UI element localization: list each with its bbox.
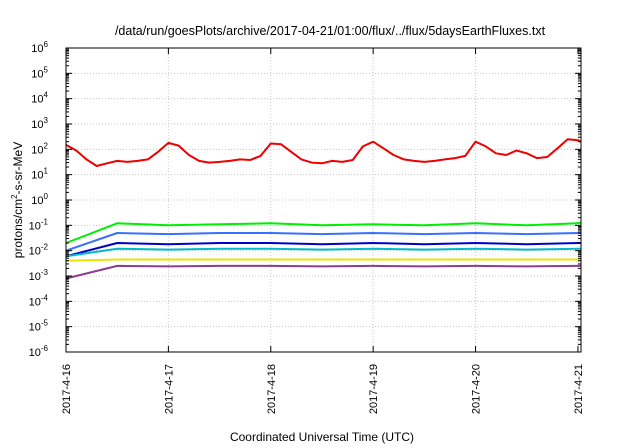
y-tick-base: 10 (29, 296, 41, 308)
y-tick-base: 10 (29, 246, 41, 258)
plot-frame (65, 47, 582, 353)
x-tick-label: 2017-4-16 (61, 364, 73, 414)
y-tick-exponent: -6 (41, 344, 49, 353)
series-line-6 (65, 258, 581, 262)
series-line-7 (65, 264, 581, 280)
y-axis-ticks: 10-610-510-410-310-210-11001011021031041… (29, 40, 581, 359)
chart-title: /data/run/goesPlots/archive/2017-04-21/0… (115, 24, 546, 38)
x-tick-label: 2017-4-18 (266, 364, 278, 414)
y-tick-exponent: -3 (41, 268, 49, 277)
x-tick-label: 2017-4-20 (471, 364, 483, 414)
y-tick-label: 10-4 (29, 293, 49, 308)
y-tick-base: 10 (29, 271, 41, 283)
series-line-3 (65, 232, 581, 252)
y-axis-label-sup: 2 (10, 194, 19, 199)
y-tick-exponent: 0 (44, 192, 49, 201)
series-line-4 (65, 242, 581, 258)
series-line-2 (65, 221, 582, 244)
y-tick-exponent: 3 (44, 116, 49, 125)
y-tick-label: 102 (31, 141, 48, 156)
y-tick-exponent: 4 (44, 91, 49, 100)
y-tick-base: 10 (31, 144, 43, 156)
y-tick-label: 104 (31, 91, 48, 106)
y-tick-label: 106 (31, 40, 48, 55)
y-tick-label: 10-2 (29, 243, 49, 258)
x-axis-ticks: 2017-4-16 2017-4-17 2017-4-18 2017-4-19 2017… (61, 48, 585, 414)
y-tick-label: 101 (31, 167, 48, 182)
y-tick-base: 10 (31, 170, 43, 182)
y-tick-exponent: -1 (41, 217, 49, 226)
y-tick-base: 10 (31, 94, 43, 106)
grid-lines (66, 48, 581, 352)
y-tick-label: 10-6 (29, 344, 49, 359)
y-tick-exponent: -5 (41, 319, 49, 328)
y-tick-label: 100 (31, 192, 48, 207)
x-tick-label: 2017-4-19 (368, 364, 380, 414)
y-tick-label: 10-3 (29, 268, 49, 283)
series-line-5 (65, 247, 581, 258)
y-tick-exponent: 1 (44, 167, 49, 176)
y-tick-base: 10 (31, 195, 43, 207)
y-axis-label-rest: -s-sr-MeV (11, 142, 25, 195)
y-tick-base: 10 (29, 322, 41, 334)
x-axis-label: Coordinated Universal Time (UTC) (230, 430, 414, 444)
y-tick-label: 103 (31, 116, 48, 131)
y-axis-label-base: protons/cm (11, 199, 25, 258)
y-tick-base: 10 (29, 220, 41, 232)
x-tick-label: 2017-4-17 (163, 364, 175, 414)
y-tick-exponent: -4 (41, 293, 49, 302)
y-tick-label: 105 (31, 65, 48, 80)
y-tick-exponent: 2 (44, 141, 49, 150)
y-tick-exponent: -2 (41, 243, 49, 252)
y-tick-exponent: 6 (44, 40, 49, 49)
y-tick-label: 10-5 (29, 319, 49, 334)
y-tick-label: 10-1 (29, 217, 49, 232)
y-tick-base: 10 (31, 68, 43, 80)
data-series (65, 138, 582, 280)
y-axis-label: protons/cm2-s-sr-MeV (10, 142, 25, 258)
y-tick-base: 10 (31, 43, 43, 55)
x-tick-label: 2017-4-21 (573, 364, 585, 414)
series-line-1 (65, 138, 582, 167)
y-tick-base: 10 (29, 347, 41, 359)
y-tick-exponent: 5 (44, 65, 49, 74)
y-tick-base: 10 (31, 119, 43, 131)
